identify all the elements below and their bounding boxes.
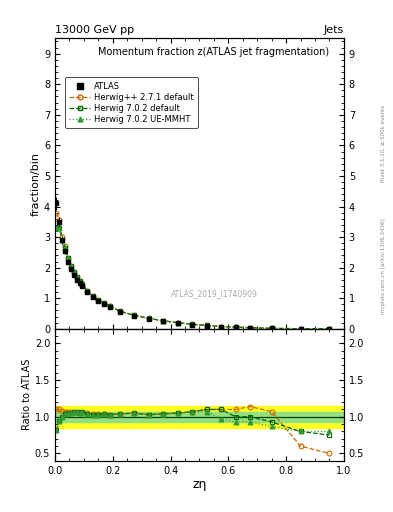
Text: Rivet 3.1.10, ≥ 500k events: Rivet 3.1.10, ≥ 500k events bbox=[381, 105, 386, 182]
X-axis label: zη: zη bbox=[192, 478, 207, 492]
Text: ATLAS_2019_I1740909: ATLAS_2019_I1740909 bbox=[171, 289, 257, 298]
Y-axis label: fraction/bin: fraction/bin bbox=[31, 152, 41, 216]
Y-axis label: Ratio to ATLAS: Ratio to ATLAS bbox=[22, 359, 32, 431]
Legend: ATLAS, Herwig++ 2.7.1 default, Herwig 7.0.2 default, Herwig 7.0.2 UE-MMHT: ATLAS, Herwig++ 2.7.1 default, Herwig 7.… bbox=[65, 77, 198, 128]
Text: Momentum fraction z(ATLAS jet fragmentation): Momentum fraction z(ATLAS jet fragmentat… bbox=[98, 47, 329, 57]
Text: Jets: Jets bbox=[323, 25, 344, 35]
Text: mcplots.cern.ch [arXiv:1306.3436]: mcplots.cern.ch [arXiv:1306.3436] bbox=[381, 219, 386, 314]
Text: 13000 GeV pp: 13000 GeV pp bbox=[55, 25, 134, 35]
